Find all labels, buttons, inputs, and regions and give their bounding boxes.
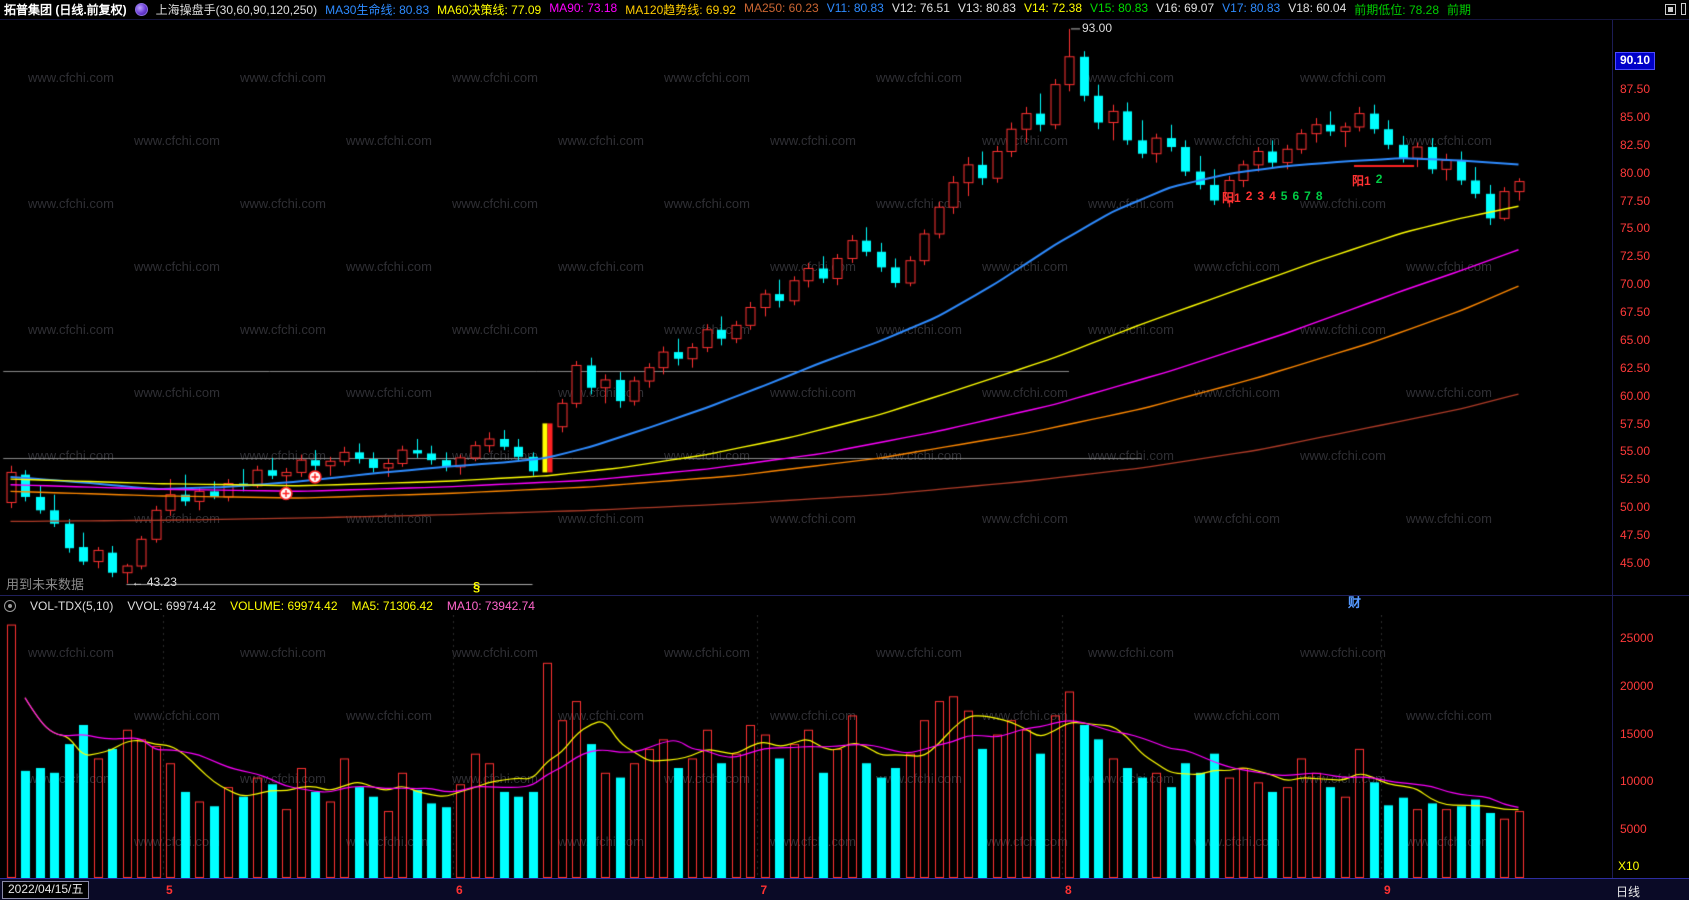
price-axis-label: 80.00 — [1620, 165, 1651, 180]
price-axis-label: 67.50 — [1620, 305, 1651, 320]
future-data-warning: 用到未来数据 — [6, 577, 85, 592]
status-bar: 2022/04/15/五 5 6 7 8 9 日线 — [0, 878, 1689, 900]
indicator-value-label: V13: 80.83 — [957, 1, 1016, 15]
price-axis-label: 65.00 — [1620, 332, 1651, 347]
price-axis-label: 75.00 — [1620, 221, 1651, 236]
month-label: 8 — [1065, 883, 1072, 897]
price-axis-label: 77.50 — [1620, 193, 1651, 208]
indicator-value-label: V16: 69.07 — [1156, 1, 1215, 15]
price-axis-label: 47.50 — [1620, 527, 1651, 542]
panel-layout-icon[interactable] — [1665, 3, 1676, 15]
volume-unit-label: X10 — [1618, 859, 1640, 873]
indicator-badge-icon — [134, 3, 148, 16]
cai-tag: 财 — [1348, 595, 1362, 610]
price-axis-label: 85.00 — [1620, 110, 1651, 125]
month-label: 9 — [1384, 883, 1391, 897]
collapse-bar-icon[interactable] — [1681, 3, 1686, 15]
price-axis-label: 82.50 — [1620, 137, 1651, 152]
axis-separator — [1612, 20, 1613, 878]
volume-indicator-label: VVOL: 69974.42 — [127, 598, 217, 613]
price-axis-label: 50.00 — [1620, 500, 1651, 515]
indicator-value-label: 前期 — [1447, 3, 1472, 17]
price-axis-label: 55.00 — [1620, 444, 1651, 459]
price-axis-label: 60.00 — [1620, 388, 1651, 403]
indicator-value-label: MA90: 73.18 — [549, 1, 618, 15]
price-axis-label: 45.00 — [1620, 555, 1651, 570]
price-axis-tag: 90.10 — [1615, 52, 1656, 71]
volume-indicator-bar: VOL-TDX(5,10) VVOL: 69974.42 VOLUME: 69974… — [0, 595, 1689, 615]
yang-count-label: 5 — [1280, 189, 1288, 203]
price-axis-label: 57.50 — [1620, 416, 1651, 431]
peak-price-annotation: 93.00 — [1082, 20, 1113, 35]
stock-title: 拓普集团 (日线.前复权) — [4, 3, 127, 17]
indicator-value-label: V14: 72.38 — [1023, 1, 1083, 15]
price-axis-label: 62.50 — [1620, 360, 1651, 375]
yang-count-row-2: 阳1 2 3 4 5 6 7 8 — [1222, 189, 1323, 206]
price-axis-label: 87.50 — [1620, 82, 1651, 97]
yang-count-label: 阳1 — [1352, 174, 1371, 188]
volume-indicator-label: MA10: 73942.74 — [446, 598, 535, 613]
yang-count-label: 4 — [1269, 189, 1276, 203]
yang-count-label: 7 — [1304, 189, 1311, 203]
indicator-value-label: MA30生命线: 80.83 — [325, 3, 430, 17]
month-label: 6 — [456, 883, 463, 897]
period-selector[interactable]: 日线 — [1616, 885, 1641, 899]
section-marker: § — [473, 579, 481, 594]
volume-axis-label: 5000 — [1620, 822, 1647, 837]
indicator-value-label: V18: 60.04 — [1288, 1, 1347, 15]
volume-axis-label: 10000 — [1620, 774, 1654, 789]
price-axis-label: 72.50 — [1620, 249, 1651, 264]
indicator-value-label: MA120趋势线: 69.92 — [625, 3, 736, 17]
low-price-annotation: ← 43.23 — [131, 574, 177, 589]
yang-count-label: 6 — [1292, 189, 1300, 203]
indicator-value-label: 上海操盘手(30,60,90,120,250) — [155, 3, 318, 17]
month-label: 5 — [166, 883, 173, 897]
yang-count-label: 3 — [1257, 189, 1265, 203]
volume-indicator-label: VOL-TDX(5,10) — [30, 598, 114, 613]
volume-axis-label: 15000 — [1620, 726, 1654, 741]
price-axis-label: 52.50 — [1620, 472, 1651, 487]
volume-indicator-label: VOLUME: 69974.42 — [230, 598, 338, 613]
yang-count-label: 2 — [1245, 189, 1253, 203]
date-box: 2022/04/15/五 — [2, 881, 90, 899]
volume-indicator-values: VOL-TDX(5,10) VVOL: 69974.42 VOLUME: 69974… — [30, 599, 535, 613]
indicator-value-label: V15: 80.83 — [1090, 1, 1149, 15]
yang-count-row-1: 阳1 2 — [1352, 172, 1382, 189]
yang-count-label: 阳1 — [1222, 191, 1241, 205]
indicator-value-label: V11: 80.83 — [826, 1, 884, 15]
volume-indicator-label: MA5: 71306.42 — [351, 598, 433, 613]
volume-chart-canvas[interactable] — [0, 615, 1610, 878]
top-info-bar: 拓普集团 (日线.前复权) 上海操盘手(30,60,90,120,250) MA3… — [0, 0, 1689, 20]
main-chart-canvas[interactable] — [0, 20, 1610, 595]
indicator-value-label: MA60决策线: 77.09 — [437, 3, 542, 17]
indicator-toggle-icon[interactable] — [4, 599, 16, 612]
volume-axis-label: 20000 — [1620, 678, 1654, 693]
indicator-value-label: V17: 80.83 — [1222, 1, 1281, 15]
yang-count-label: 2 — [1375, 172, 1383, 186]
price-axis-label: 70.00 — [1620, 277, 1651, 292]
volume-axis-label: 25000 — [1620, 630, 1654, 645]
indicator-value-label: 前期低位: 78.28 — [1354, 3, 1439, 17]
indicator-value-label: MA250: 60.23 — [743, 1, 819, 15]
yang-count-label: 8 — [1315, 189, 1323, 203]
indicator-value-label: V12: 76.51 — [891, 1, 950, 15]
month-label: 7 — [760, 883, 768, 897]
indicator-values: 上海操盘手(30,60,90,120,250) MA30生命线: 80.83 MA6… — [156, 1, 1471, 18]
window-controls — [1660, 3, 1686, 15]
